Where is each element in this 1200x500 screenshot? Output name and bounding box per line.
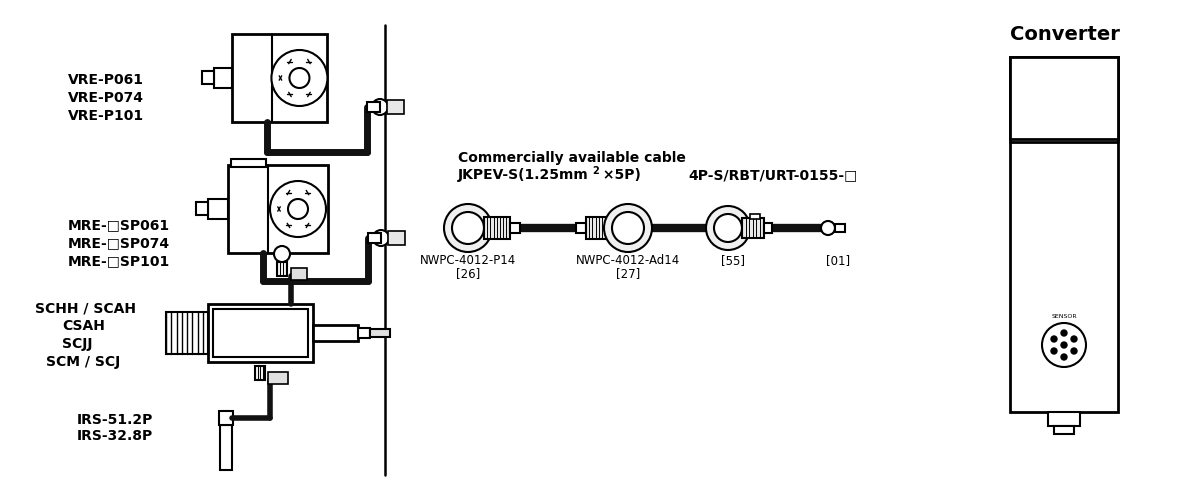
Circle shape bbox=[372, 99, 388, 115]
Text: SCM / SCJ: SCM / SCJ bbox=[46, 355, 120, 369]
Text: 2: 2 bbox=[592, 166, 599, 176]
Circle shape bbox=[612, 212, 644, 244]
Text: MRE-□SP061: MRE-□SP061 bbox=[68, 218, 170, 232]
Bar bbox=[368, 233, 382, 243]
Circle shape bbox=[444, 204, 492, 252]
Text: NWPC-4012-P14: NWPC-4012-P14 bbox=[420, 254, 516, 268]
Circle shape bbox=[1061, 354, 1067, 360]
Bar bbox=[292, 268, 307, 280]
Circle shape bbox=[1042, 323, 1086, 367]
Circle shape bbox=[1061, 330, 1067, 336]
Text: NWPC-4012-Ad14: NWPC-4012-Ad14 bbox=[576, 254, 680, 268]
Circle shape bbox=[452, 212, 484, 244]
Bar bbox=[313, 325, 358, 341]
Text: IRS-32.8P: IRS-32.8P bbox=[77, 429, 154, 443]
Text: [26]: [26] bbox=[456, 268, 480, 280]
Text: [27]: [27] bbox=[616, 268, 640, 280]
Circle shape bbox=[1072, 348, 1078, 354]
Text: 4P-S/RBT/URT-0155-□: 4P-S/RBT/URT-0155-□ bbox=[688, 168, 857, 182]
Text: SCHH / SCAH: SCHH / SCAH bbox=[35, 301, 136, 315]
Text: SCJJ: SCJJ bbox=[62, 337, 92, 351]
Bar bbox=[166, 312, 208, 354]
Bar bbox=[268, 372, 288, 384]
Circle shape bbox=[271, 50, 328, 106]
Circle shape bbox=[714, 214, 742, 242]
Text: CSAH: CSAH bbox=[62, 319, 104, 333]
Text: MRE-□SP101: MRE-□SP101 bbox=[68, 254, 170, 268]
Bar bbox=[230, 159, 266, 167]
Text: VRE-P101: VRE-P101 bbox=[68, 109, 144, 123]
Bar bbox=[1010, 57, 1118, 412]
Bar bbox=[1054, 426, 1074, 434]
Bar bbox=[277, 262, 287, 276]
Bar bbox=[214, 309, 308, 357]
Bar bbox=[1048, 412, 1080, 426]
Bar bbox=[386, 100, 404, 114]
Text: Commercially available cable: Commercially available cable bbox=[458, 151, 686, 165]
Bar bbox=[358, 328, 370, 338]
Bar bbox=[367, 102, 380, 112]
Bar bbox=[232, 34, 326, 122]
Circle shape bbox=[270, 181, 326, 237]
Circle shape bbox=[289, 68, 310, 88]
Circle shape bbox=[604, 204, 652, 252]
Text: IRS-51.2P: IRS-51.2P bbox=[77, 413, 154, 427]
Bar bbox=[750, 214, 760, 219]
Bar bbox=[208, 199, 228, 219]
Text: VRE-P074: VRE-P074 bbox=[68, 91, 144, 105]
Bar bbox=[586, 217, 612, 239]
Bar bbox=[370, 329, 390, 337]
Circle shape bbox=[821, 221, 835, 235]
Circle shape bbox=[274, 246, 290, 262]
Bar bbox=[510, 223, 520, 233]
Bar bbox=[220, 425, 232, 470]
Circle shape bbox=[288, 199, 308, 219]
Bar bbox=[484, 217, 510, 239]
Bar bbox=[228, 165, 328, 253]
Bar bbox=[256, 366, 265, 380]
Bar bbox=[764, 223, 772, 233]
Text: VRE-P061: VRE-P061 bbox=[68, 73, 144, 87]
Circle shape bbox=[1072, 336, 1078, 342]
Bar bbox=[1010, 57, 1118, 139]
Circle shape bbox=[706, 206, 750, 250]
Text: JKPEV-S(1.25mm: JKPEV-S(1.25mm bbox=[458, 168, 589, 182]
Bar bbox=[835, 224, 845, 232]
Text: SENSOR: SENSOR bbox=[1051, 314, 1076, 320]
Circle shape bbox=[373, 230, 389, 246]
Text: ×5P): ×5P) bbox=[598, 168, 641, 182]
Bar bbox=[208, 304, 313, 362]
Text: MRE-□SP074: MRE-□SP074 bbox=[68, 236, 170, 250]
Bar bbox=[202, 71, 214, 84]
Circle shape bbox=[1061, 342, 1067, 348]
Text: Converter: Converter bbox=[1010, 26, 1120, 44]
Circle shape bbox=[1051, 348, 1057, 354]
Circle shape bbox=[1051, 336, 1057, 342]
Text: [55]: [55] bbox=[721, 254, 745, 268]
Bar bbox=[196, 202, 208, 215]
Bar bbox=[576, 223, 586, 233]
Bar bbox=[220, 411, 233, 425]
Bar bbox=[214, 68, 232, 88]
Bar bbox=[742, 218, 764, 238]
Bar bbox=[388, 231, 406, 245]
Text: [01]: [01] bbox=[826, 254, 850, 268]
